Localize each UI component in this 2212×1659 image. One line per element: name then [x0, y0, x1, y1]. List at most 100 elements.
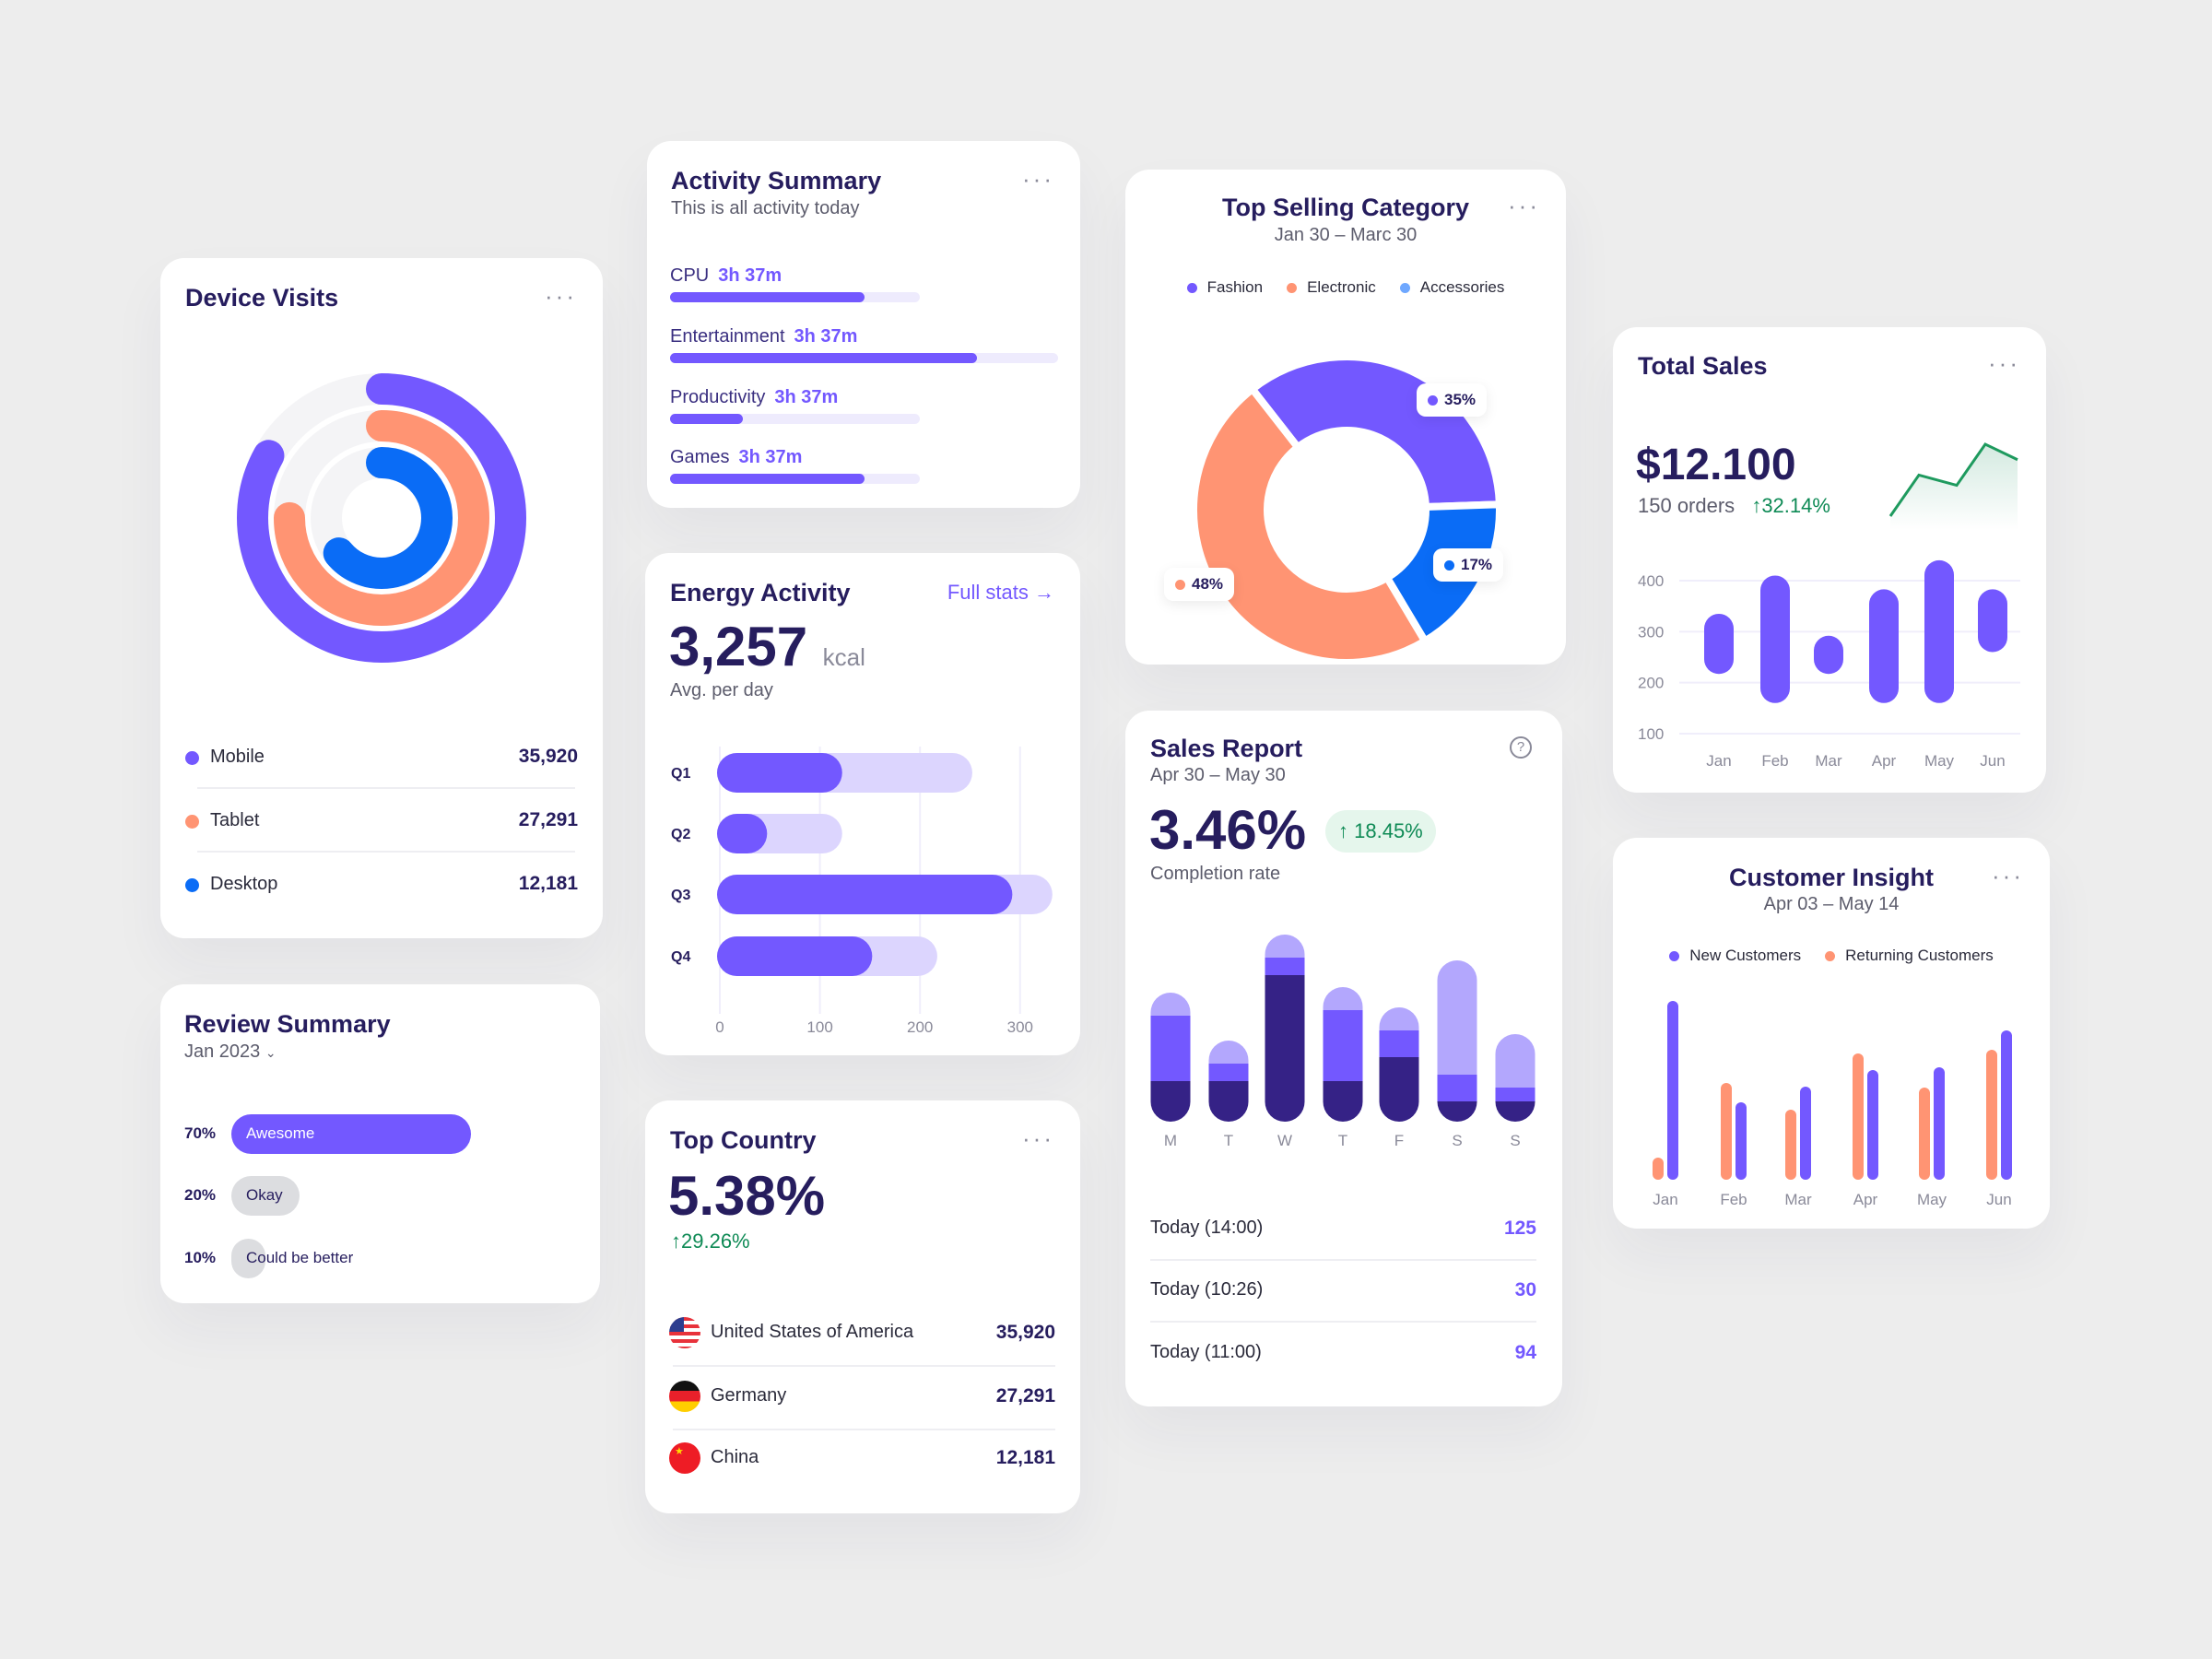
card-title: Review Summary — [184, 1010, 391, 1038]
more-horizontal-icon[interactable]: ··· — [1022, 165, 1054, 193]
bar-value — [717, 753, 842, 793]
activity-time: 3h 37m — [718, 265, 782, 286]
x-tick-label: 100 — [806, 1018, 832, 1036]
data-label-dot — [1444, 560, 1454, 571]
activity-row: Productivity 3h 37m — [670, 387, 838, 408]
card-title: Device Visits — [185, 284, 339, 312]
bar-value — [717, 875, 1013, 914]
legend-item: Returning Customers — [1825, 947, 1994, 965]
legend-dot — [185, 750, 199, 765]
top-country-card: Top Country ··· 5.38% ↑29.26% United Sta… — [645, 1100, 1080, 1513]
activity-progress-track — [670, 474, 920, 484]
legend-label-group: Desktop — [185, 874, 277, 895]
us-flag-icon — [669, 1317, 700, 1348]
y-tick-label: 100 — [1638, 725, 1664, 743]
total-sales-card: Total Sales ··· $12.100 150 orders ↑32.1… — [1613, 327, 2046, 793]
activity-progress-fill — [670, 414, 743, 424]
card-title: Top Selling Category — [1221, 194, 1470, 221]
x-tick-label: May — [1924, 752, 1955, 770]
review-bar — [231, 1239, 266, 1278]
stacked-bar-segment — [1495, 1088, 1535, 1101]
legend-label: Desktop — [210, 873, 278, 894]
legend-label: Fashion — [1206, 278, 1264, 296]
ring-arc-desktop — [311, 447, 453, 589]
bar-returning-customers — [1853, 1053, 1864, 1180]
data-label: 35% — [1417, 383, 1488, 417]
x-tick-label: Feb — [1761, 752, 1788, 770]
more-horizontal-icon[interactable]: ··· — [1022, 1124, 1054, 1152]
legend-value: 35,920 — [518, 746, 578, 767]
energy-value-row: 3,257 kcal — [669, 619, 865, 675]
stacked-bar-segment — [1150, 1081, 1191, 1122]
period-select[interactable]: Jan 2023 ⌄ — [184, 1041, 276, 1063]
report-row-label: Today (11:00) — [1150, 1342, 1262, 1362]
review-percent: 10% — [184, 1249, 217, 1266]
report-row-label: Today (10:26) — [1150, 1279, 1264, 1300]
card-subtitle: Apr 03 – May 14 — [1763, 894, 1900, 914]
activity-label: CPU — [670, 265, 710, 286]
energy-caption: Avg. per day — [670, 680, 773, 700]
range-bar — [1869, 589, 1899, 703]
change-badge: ↑ 18.45% — [1325, 810, 1436, 853]
activity-progress-track — [670, 292, 920, 302]
divider — [673, 1365, 1055, 1367]
x-tick-label: M — [1164, 1132, 1177, 1149]
bar-returning-customers — [1721, 1083, 1732, 1180]
divider — [1150, 1321, 1536, 1323]
bar-new-customers — [1867, 1070, 1878, 1180]
report-row-value: 30 — [1514, 1279, 1536, 1300]
card-title: Sales Report — [1150, 735, 1303, 762]
stacked-bar-segment — [1379, 1057, 1419, 1122]
legend-label: Tablet — [210, 809, 260, 830]
activity-progress-track — [670, 414, 920, 424]
energy-activity-card: Energy Activity Full stats → 3,257 kcal … — [645, 553, 1080, 1055]
legend-item: New Customers — [1669, 947, 1801, 965]
stacked-bar-segment — [1437, 1075, 1477, 1101]
activity-time: 3h 37m — [738, 447, 803, 467]
bar-value — [717, 814, 768, 853]
stacked-bar-segment — [1437, 960, 1477, 1075]
data-label-text: 17% — [1461, 556, 1493, 573]
legend-value: 12,181 — [518, 873, 578, 894]
full-stats-link[interactable]: Full stats → — [947, 581, 1054, 605]
country-name: United States of America — [711, 1322, 914, 1342]
change-value: 32.14% — [1761, 494, 1830, 517]
legend-value: 27,291 — [518, 809, 578, 830]
legend-row: Mobile 35,920 — [185, 744, 578, 770]
arrow-up-icon: ↑ — [671, 1230, 681, 1253]
country-value: 12,181 — [995, 1447, 1055, 1468]
legend-label: New Customers — [1689, 947, 1802, 964]
device-ring-chart — [237, 373, 526, 663]
x-tick-label: F — [1394, 1132, 1404, 1149]
card-title: Customer Insight — [1728, 864, 1934, 891]
china-flag-star: ★ — [675, 1446, 684, 1457]
legend-row: Tablet 27,291 — [185, 807, 578, 833]
x-tick-label: S — [1452, 1132, 1462, 1149]
report-row-value: 94 — [1514, 1342, 1536, 1363]
activity-row: Games 3h 37m — [670, 447, 802, 468]
review-summary-card: Review Summary Jan 2023 ⌄ 70% Awesome 20% O… — [160, 984, 600, 1303]
legend-item: Electronic — [1287, 278, 1376, 297]
stacked-bar-segment — [1437, 1101, 1477, 1122]
x-tick-label: Jan — [1653, 1191, 1677, 1208]
x-tick-label: Jun — [1986, 1191, 2011, 1208]
legend-row: Desktop 12,181 — [185, 871, 578, 897]
country-name: Germany — [711, 1385, 787, 1406]
arrow-up-icon: ↑ — [1338, 819, 1348, 842]
review-label: Could be better — [246, 1249, 354, 1266]
legend-label: Electronic — [1307, 278, 1376, 296]
device-visits-card: Device Visits ··· Mobile 35,920 Tablet 27,2… — [160, 258, 603, 938]
x-tick-label: Jan — [1706, 752, 1731, 770]
data-label-text: 35% — [1444, 391, 1477, 408]
x-tick-label: Mar — [1784, 1191, 1812, 1208]
y-category-label: Q3 — [671, 888, 690, 903]
customer-bar-chart: Jan Feb Mar Apr May Jun — [1653, 1001, 2012, 1208]
legend-label: Accessories — [1419, 278, 1505, 296]
stacked-bar-segment — [1208, 1081, 1249, 1122]
data-label: 17% — [1433, 548, 1504, 582]
sales-value: $12.100 — [1636, 441, 1796, 489]
help-circle-icon[interactable]: ? — [1510, 736, 1532, 759]
divider — [673, 1429, 1055, 1430]
review-percent: 20% — [184, 1186, 217, 1204]
